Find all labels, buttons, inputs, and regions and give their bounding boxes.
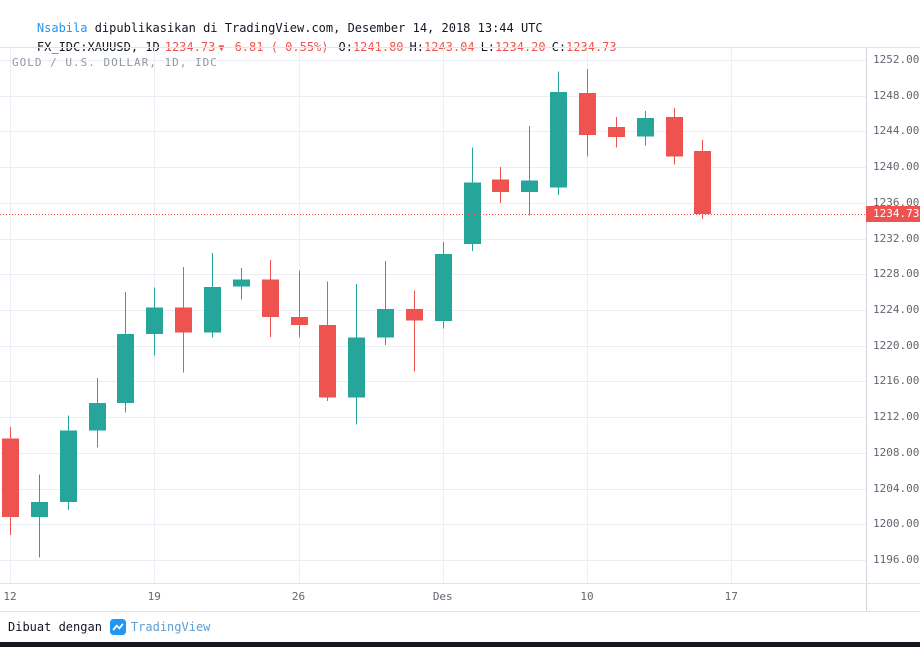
price-axis-divider [866, 48, 867, 611]
candle-body [31, 502, 48, 518]
footer-divider [0, 611, 920, 612]
made-with-label: Dibuat dengan [8, 620, 102, 634]
time-tick-label: 17 [724, 590, 738, 603]
candle-body [146, 307, 163, 335]
candle-body [233, 279, 250, 287]
candle-body [2, 438, 19, 518]
price-tick-label: 1212.00 [873, 410, 920, 424]
candle-body [608, 127, 625, 137]
candle-body [175, 307, 192, 333]
time-tick-label: 12 [3, 590, 17, 603]
price-tick-label: 1224.00 [873, 303, 920, 316]
last-price-tag: 1234.73 [866, 206, 920, 223]
author-link[interactable]: Nsabila [36, 21, 88, 35]
chart-plot-area: GOLD / U.S. DOLLAR, 1D, IDC [0, 48, 866, 583]
candle-body [637, 118, 654, 137]
time-axis-divider [0, 583, 920, 584]
time-tick-label: 26 [291, 590, 306, 603]
price-axis: 1234.73 1252.00 1248.00 1244.00 1240.00 1236… [866, 48, 920, 583]
time-tick-label: Des [432, 590, 453, 603]
price-tick-label: 1244.00 [873, 124, 920, 138]
candle-body [579, 93, 596, 135]
price-tick-label: 1252.00 [873, 53, 920, 66]
price-tick-label: 1240.00 [873, 160, 920, 174]
price-tick-label: 1200.00 [873, 517, 920, 531]
time-axis: 12 19 26 Des 10 17 [0, 584, 920, 611]
candle-body [406, 309, 423, 321]
candle-body [694, 151, 711, 215]
tradingview-logo-icon[interactable] [109, 619, 126, 635]
time-tick-label: 19 [147, 590, 161, 603]
header-divider [0, 47, 920, 48]
price-tick-label: 1220.00 [873, 338, 920, 352]
candle-body [492, 179, 509, 193]
candle-body [464, 182, 481, 244]
candle-body [117, 334, 134, 403]
candle-body [348, 337, 365, 398]
snapshot-footer: Dibuat dengan TradingView [0, 612, 920, 642]
candle-body [435, 253, 452, 321]
candle-body [60, 430, 77, 502]
candle-body [550, 92, 567, 188]
chart-watermark: GOLD / U.S. DOLLAR, 1D, IDC [12, 56, 218, 69]
price-tick-label: 1232.00 [873, 231, 920, 245]
candle-body [89, 402, 106, 431]
price-tick-label: 1196.00 [873, 553, 920, 566]
candle-body [204, 286, 221, 333]
publish-info: dipublikasikan di TradingView.com, Desem… [87, 21, 543, 35]
candle-body [521, 180, 538, 193]
price-tick-label: 1204.00 [873, 481, 920, 495]
candle-body [291, 317, 308, 326]
price-tick-label: 1228.00 [873, 267, 920, 281]
price-tick-label: 1208.00 [873, 445, 920, 459]
down-arrow-icon: ▼ [218, 43, 225, 54]
candlestick-chart [0, 48, 866, 583]
price-tick-label: 1216.00 [873, 374, 920, 388]
candle-body [262, 279, 279, 318]
bottom-border-bar [0, 642, 920, 647]
price-tick-label: 1248.00 [873, 88, 920, 102]
time-tick-label: 10 [580, 590, 594, 603]
price-tick-label: 1236.00 [873, 195, 920, 209]
snapshot-header: Nsabila dipublikasikan di TradingView.co… [8, 7, 543, 49]
candle-body [666, 117, 683, 157]
tradingview-brand-link[interactable]: TradingView [130, 620, 211, 634]
candle-body [319, 325, 336, 398]
candle-body [377, 309, 394, 338]
